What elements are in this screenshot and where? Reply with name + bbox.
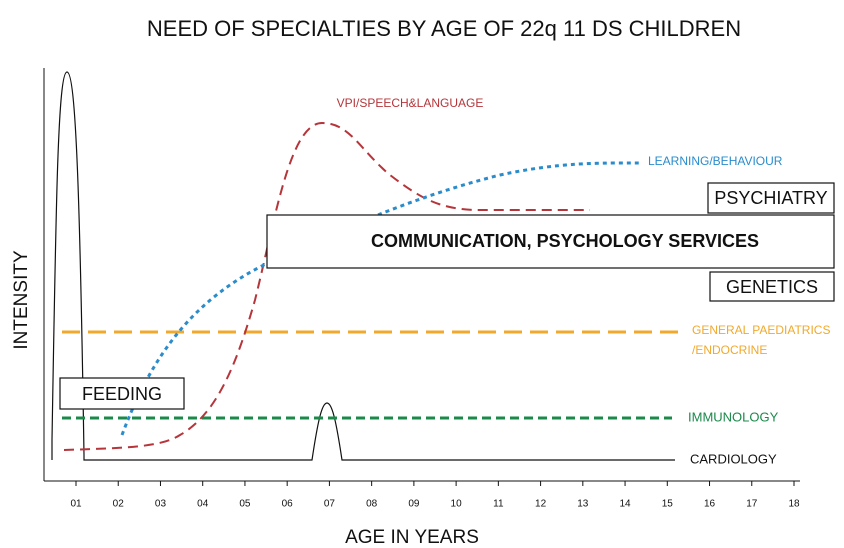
learning-curve — [120, 161, 641, 436]
feeding-box — [59, 377, 185, 410]
vpi-label: VPI/SPEECH&LANGUAGE — [337, 96, 484, 110]
x-tick-label: 17 — [746, 499, 758, 510]
feeding-label: FEEDING — [82, 384, 162, 404]
paediatrics-label: GENERAL PAEDIATRICS — [692, 323, 830, 337]
title: NEED OF SPECIALTIES BY AGE OF 22q 11 DS … — [147, 16, 741, 41]
x-tick-label: 11 — [493, 499, 504, 510]
x-tick-label: 02 — [113, 499, 125, 510]
x-tick-label: 07 — [324, 499, 336, 510]
x-tick-label: 04 — [197, 499, 209, 510]
x-tick-label: 15 — [662, 499, 674, 510]
x-tick-label: 05 — [239, 499, 251, 510]
endocrine-label: /ENDOCRINE — [692, 343, 767, 357]
immunology-label: IMMUNOLOGY — [688, 409, 779, 424]
vpi-curve — [63, 121, 590, 451]
x-tick-label: 13 — [577, 499, 589, 510]
x-tick-label: 06 — [282, 499, 294, 510]
x-tick-label: 14 — [619, 499, 631, 510]
x-tick-label: 01 — [70, 499, 82, 510]
learning-label: LEARNING/BEHAVIOUR — [648, 154, 783, 168]
x-axis-label: AGE IN YEARS — [345, 527, 479, 548]
y-axis-label: INTENSITY — [11, 250, 32, 350]
communication-label: COMMUNICATION, PSYCHOLOGY SERVICES — [371, 231, 759, 251]
x-tick-label: 16 — [704, 499, 716, 510]
genetics-label: GENETICS — [726, 277, 818, 297]
x-tick-label: 18 — [788, 499, 800, 510]
psychiatry-box — [707, 182, 835, 214]
x-tick-label: 12 — [535, 499, 547, 510]
x-tick-label: 09 — [408, 499, 420, 510]
cardiology-feeding-curve — [51, 71, 675, 461]
communication-box — [266, 214, 835, 269]
psychiatry-label: PSYCHIATRY — [714, 188, 827, 208]
x-tick-label: 08 — [366, 499, 378, 510]
x-tick-label: 10 — [451, 499, 463, 510]
x-tick-label: 03 — [155, 499, 167, 510]
genetics-box — [709, 271, 835, 302]
cardiology-label: CARDIOLOGY — [690, 451, 777, 466]
